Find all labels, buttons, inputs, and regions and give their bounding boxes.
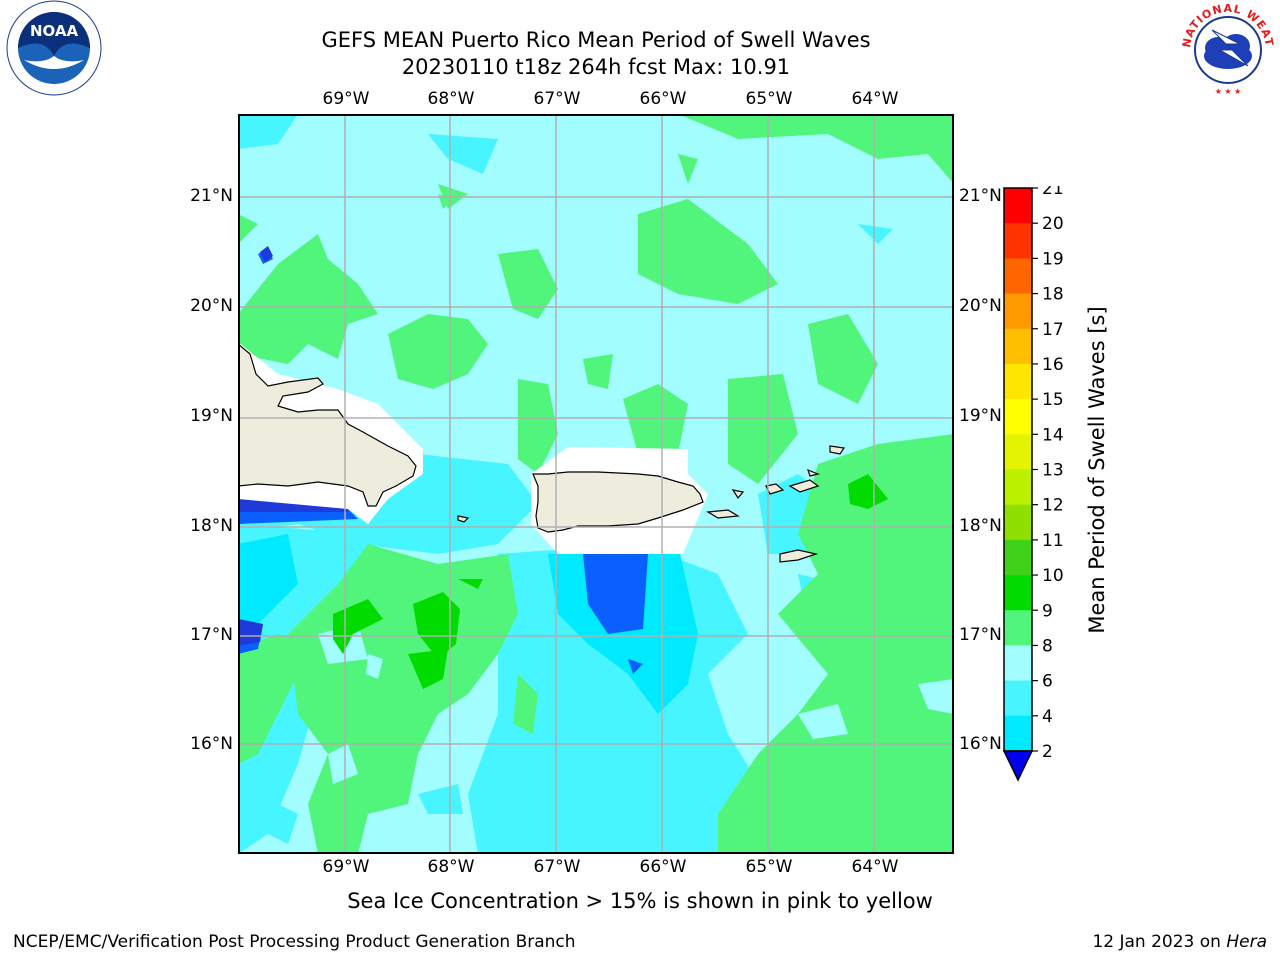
footer-date: 12 Jan 2023 on Hera [1092,932,1267,952]
colorbar-segment [1004,539,1032,576]
colorbar-tick-label: 4 [1042,707,1053,727]
colorbar-segment [1004,504,1032,541]
land [238,343,846,563]
colorbar-segment [1004,680,1032,717]
colorbar-tick-label: 15 [1042,390,1064,410]
lat-label-right: 18°N [959,516,1002,536]
lon-label-bottom: 65°W [745,857,793,877]
noaa-logo-text: NOAA [30,22,79,40]
sea-ice-note: Sea Ice Concentration > 15% is shown in … [347,889,933,913]
lon-label-top: 65°W [745,89,793,109]
colorbar-tick-label: 11 [1042,531,1064,551]
colorbar-segment [1004,363,1032,400]
colorbar-segment [1004,575,1032,611]
lon-label-top: 64°W [851,89,899,109]
svg-text:★ ★ ★: ★ ★ ★ [1215,87,1242,96]
nws-logo: NATIONAL WEATHER SERVICE ★ ★ ★ [1176,0,1275,96]
lon-label-bottom: 66°W [639,857,687,877]
colorbar-tick-label: 20 [1042,214,1064,234]
lat-label-left: 20°N [190,296,233,316]
lon-label-bottom: 67°W [533,857,581,877]
colorbar-tick-label: 2 [1042,742,1053,762]
colorbar-tick-label: 9 [1042,601,1053,621]
colorbar-segment [1004,399,1032,435]
lat-label-left: 19°N [190,406,233,426]
lon-label-top: 67°W [533,89,581,109]
chart-subtitle: 20230110 t18z 264h fcst Max: 10.91 [401,55,791,79]
lat-label-right: 19°N [959,406,1002,426]
lon-label-top: 69°W [322,89,370,109]
gridlines [238,114,954,854]
colorbar-tick-label: 10 [1042,566,1064,586]
lon-label-bottom: 68°W [427,857,475,877]
colorbar-label: Mean Period of Swell Waves [s] [1085,306,1109,634]
lat-label-left: 18°N [190,516,233,536]
colorbar-tick-label: 12 [1042,496,1064,516]
chart-title: GEFS MEAN Puerto Rico Mean Period of Swe… [321,28,871,52]
colorbar-segment [1004,328,1032,365]
lat-label-left: 17°N [190,625,233,645]
noaa-logo: NOAA [6,0,102,96]
colorbar-tick-label: 16 [1042,355,1064,375]
footer-machine: Hera [1226,932,1267,952]
swell-period-map [238,114,954,854]
colorbar-tick-label: 21 [1042,186,1064,199]
lat-label-right: 17°N [959,625,1002,645]
lat-label-right: 16°N [959,734,1002,754]
colorbar-tick-label: 18 [1042,285,1064,305]
colorbar-tick-label: 17 [1042,320,1064,340]
lat-label-right: 21°N [959,186,1002,206]
colorbar-segment [1004,223,1032,259]
colorbar-segment [1004,469,1032,506]
colorbar-tick-label: 6 [1042,672,1053,692]
lat-label-left: 21°N [190,186,233,206]
lon-label-top: 66°W [639,89,687,109]
colorbar-segment [1004,715,1032,752]
colorbar-tick-label: 13 [1042,461,1064,481]
footer-date-text: 12 Jan 2023 on [1092,932,1227,952]
lat-label-left: 16°N [190,734,233,754]
map-frame [238,114,954,854]
colorbar-segment [1004,610,1032,646]
colorbar-segment [1004,258,1032,295]
lon-label-bottom: 69°W [322,857,370,877]
colorbar-segment [1004,434,1032,470]
colorbar-tick-label: 19 [1042,249,1064,269]
colorbar-tick-label: 14 [1042,425,1064,445]
colorbar-tick-label: 8 [1042,636,1053,656]
colorbar-segment [1004,293,1032,330]
lat-label-right: 20°N [959,296,1002,316]
lon-label-top: 68°W [427,89,475,109]
colorbar-segment [1004,188,1032,224]
colorbar: 21 20 19 18 17 16 15 14 13 12 11 10 9 8 6 4 2 [1002,186,1064,782]
footer-credit: NCEP/EMC/Verification Post Processing Pr… [13,932,576,952]
colorbar-segment [1004,645,1032,682]
colorbar-under-arrow [1002,750,1034,782]
lon-label-bottom: 64°W [851,857,899,877]
